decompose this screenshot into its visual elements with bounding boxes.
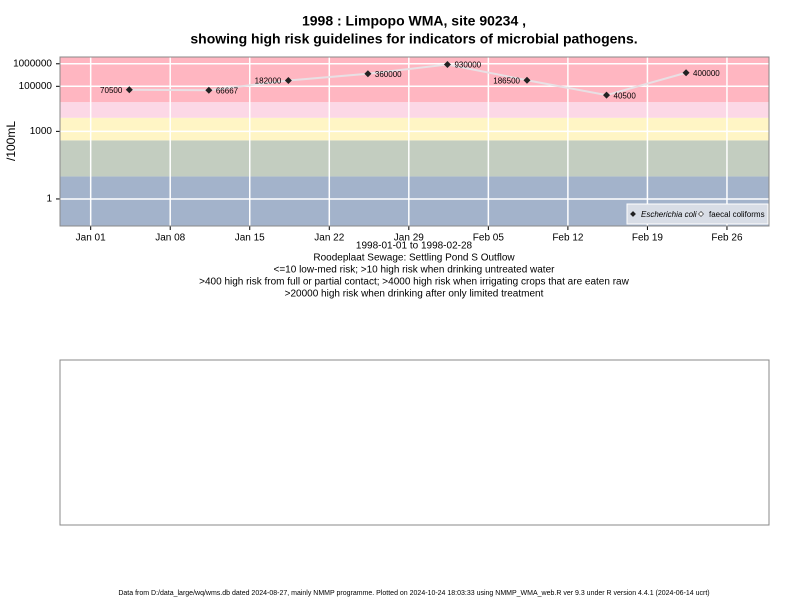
data-label: 40500 — [614, 91, 637, 100]
chart-subtitle: showing high risk guidelines for indicat… — [190, 31, 637, 47]
data-label: 930000 — [454, 61, 481, 70]
y-axis-label: /100mL — [4, 121, 18, 161]
x-tick-label: Jan 15 — [235, 233, 265, 244]
data-point — [523, 76, 531, 84]
x-tick-label: Feb 26 — [711, 233, 743, 244]
legend-box — [626, 203, 769, 225]
x-axis-label: >400 high risk from full or partial cont… — [199, 277, 629, 288]
x-axis-label: 1998-01-01 to 1998-02-28 — [356, 241, 473, 252]
y-tick-label: 1 — [46, 194, 52, 205]
legend-marker — [630, 211, 636, 217]
y-tick-label: 1000 — [30, 126, 53, 137]
x-tick-label: Feb 05 — [473, 233, 505, 244]
data-label: 186500 — [493, 76, 520, 85]
empty-panel — [59, 359, 770, 526]
x-tick-label: Jan 22 — [314, 233, 344, 244]
data-point — [682, 69, 690, 77]
data-point — [443, 60, 451, 68]
chart-title: 1998 : Limpopo WMA, site 90234 , — [302, 13, 526, 29]
x-axis-label: Roodeplaat Sewage: Settling Pond S Outfl… — [313, 253, 515, 264]
data-point — [125, 86, 133, 94]
legend-marker — [698, 211, 704, 217]
data-point — [205, 86, 213, 94]
data-label: 66667 — [216, 86, 239, 95]
risk-band — [60, 102, 769, 118]
data-label: 182000 — [255, 77, 282, 86]
legend-label: Escherichia coli — [641, 210, 697, 219]
risk-band — [60, 117, 769, 141]
x-axis-label: <=10 low-med risk; >10 high risk when dr… — [274, 265, 556, 276]
data-label: 400000 — [693, 69, 720, 78]
x-tick-label: Feb 19 — [632, 233, 664, 244]
x-tick-label: Feb 12 — [552, 233, 584, 244]
data-point — [284, 76, 292, 84]
data-label: 70500 — [100, 86, 123, 95]
plot-frame — [59, 56, 770, 227]
y-tick-label: 1000000 — [13, 58, 52, 69]
series-line — [129, 63, 687, 97]
x-axis-label: >20000 high risk when drinking after onl… — [285, 289, 544, 300]
x-tick-label: Jan 01 — [76, 233, 106, 244]
x-tick-label: Jan 08 — [155, 233, 185, 244]
risk-band — [60, 140, 769, 177]
data-point — [603, 91, 611, 99]
legend-label: faecal coliforms — [709, 210, 765, 219]
y-tick-label: 100000 — [19, 81, 53, 92]
data-point — [364, 70, 372, 78]
data-label: 360000 — [375, 70, 402, 79]
footer: Data from D:/data_large/wq/wms.db dated … — [118, 590, 709, 597]
x-tick-label: Jan 29 — [394, 233, 424, 244]
